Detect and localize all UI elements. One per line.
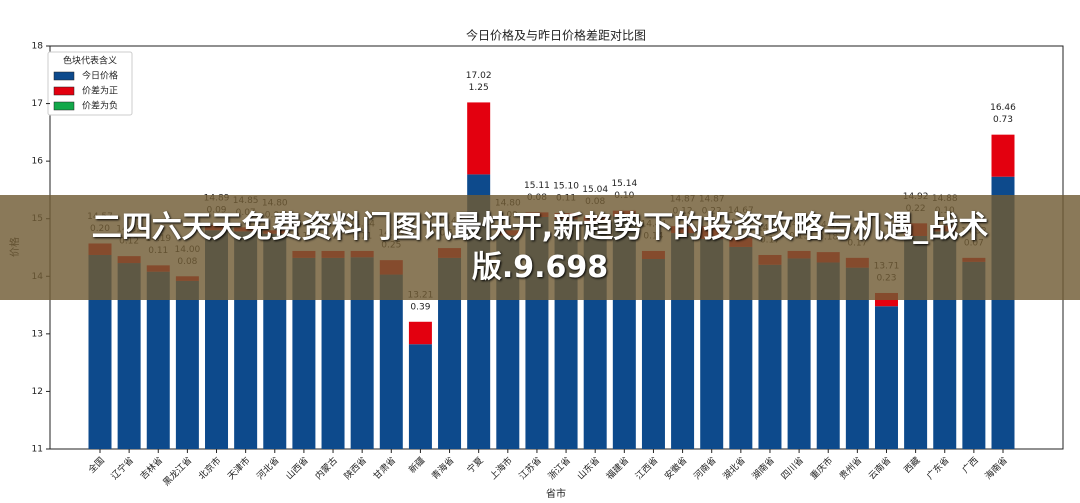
x-tick-label: 安徽省 [662, 454, 690, 482]
x-tick-label: 辽宁省 [108, 454, 136, 482]
y-tick-label: 11 [32, 445, 43, 455]
y-tick-label: 17 [32, 99, 43, 109]
x-tick-label: 黑龙江省 [160, 454, 194, 488]
bar [787, 258, 811, 449]
y-tick-label: 12 [32, 387, 43, 397]
x-tick-label: 湖北省 [720, 454, 748, 482]
legend-box [47, 51, 133, 116]
x-tick-label: 天津市 [225, 454, 253, 482]
x-tick-label: 宁夏 [464, 454, 485, 475]
x-tick-label: 甘肃省 [371, 454, 399, 482]
y-tick-label: 16 [32, 157, 44, 167]
legend-title: 色块代表含义 [63, 55, 117, 67]
x-tick-label: 海南省 [982, 454, 1010, 482]
x-tick-label: 全国 [86, 454, 107, 475]
x-tick-label: 吉林省 [138, 454, 166, 482]
legend-swatch [53, 71, 75, 81]
x-tick-label: 重庆市 [808, 454, 836, 482]
data-label: 15.11 [524, 181, 550, 191]
x-tick-label: 西藏 [901, 454, 922, 475]
bar [816, 262, 840, 449]
bar-diff [408, 321, 432, 345]
data-label: 17.02 [466, 71, 492, 81]
x-tick-label: 上海市 [487, 454, 515, 482]
data-label: 15.04 [582, 185, 608, 195]
x-tick-label: 江西省 [633, 454, 661, 482]
bar [292, 257, 316, 449]
bar [874, 306, 898, 449]
x-tick-label: 云南省 [866, 454, 894, 482]
x-tick-label: 新疆 [406, 454, 427, 475]
x-tick-label: 江苏省 [516, 454, 544, 482]
x-tick-label: 陕西省 [341, 454, 369, 482]
bar-diff [991, 134, 1015, 177]
legend-swatch [53, 86, 75, 96]
x-tick-label: 山东省 [574, 454, 602, 482]
bar [88, 254, 112, 449]
x-tick-label: 山西省 [283, 454, 311, 482]
x-tick-label: 河南省 [691, 454, 719, 482]
bar [758, 264, 782, 449]
data-label: 1.25 [469, 83, 489, 93]
x-tick-label: 福建省 [604, 454, 632, 482]
bar [845, 267, 869, 449]
banner: 二四六天天免费资料门图讯最快开,新趋势下的投资攻略与机遇_战术版.9.698 [0, 195, 1080, 300]
x-tick-label: 北京市 [196, 454, 224, 482]
legend-swatch [53, 101, 75, 111]
x-tick-label: 河北省 [254, 454, 282, 482]
chart-title: 今日价格及与昨日价格差距对比图 [466, 28, 646, 43]
data-label: 0.73 [993, 115, 1013, 125]
data-label: 15.14 [611, 179, 637, 189]
bar [350, 257, 374, 449]
x-tick-label: 湖南省 [749, 454, 777, 482]
bar [146, 271, 170, 449]
x-tick-label: 内蒙古 [312, 454, 340, 482]
bar [117, 263, 141, 449]
x-tick-label: 青海省 [429, 454, 457, 482]
legend-label: 价差为负 [82, 100, 118, 112]
x-tick-label: 广东省 [924, 454, 952, 482]
x-tick-label: 广西 [960, 454, 981, 475]
legend-label: 今日价格 [82, 70, 118, 82]
bar [962, 261, 986, 449]
x-axis-label: 省市 [546, 487, 566, 499]
y-tick-label: 13 [32, 329, 43, 339]
bar [408, 344, 432, 449]
banner-text: 二四六天天免费资料门图讯最快开,新趋势下的投资攻略与机遇_战术版.9.698 [91, 209, 989, 285]
data-label: 15.10 [553, 181, 579, 191]
x-tick-label: 四川省 [778, 454, 806, 482]
bar [438, 257, 462, 449]
legend-label: 价差为正 [82, 85, 118, 97]
data-label: 0.39 [410, 302, 430, 312]
data-label: 16.46 [990, 103, 1016, 113]
bar-diff [467, 102, 491, 175]
bar [175, 280, 199, 449]
y-tick-label: 18 [32, 42, 44, 52]
bar [379, 274, 403, 449]
x-tick-label: 贵州省 [837, 454, 865, 482]
bar [321, 257, 345, 449]
x-tick-label: 浙江省 [545, 454, 573, 482]
bar [641, 259, 665, 449]
